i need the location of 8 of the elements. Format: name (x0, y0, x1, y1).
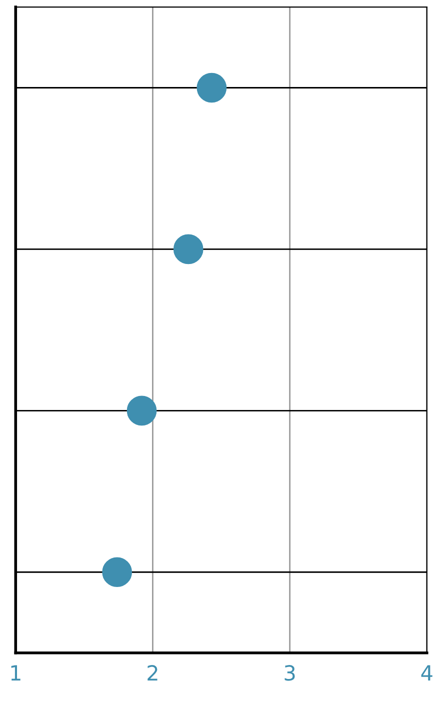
point (126, 396, 157, 426)
x-tick-label: 3 (284, 665, 295, 681)
point (173, 234, 204, 264)
x-tick-label: 2 (148, 665, 158, 680)
point (102, 557, 132, 588)
x-tick-label: 1 (11, 665, 20, 680)
point (196, 72, 227, 103)
x-tick-label: 4 (421, 665, 432, 680)
